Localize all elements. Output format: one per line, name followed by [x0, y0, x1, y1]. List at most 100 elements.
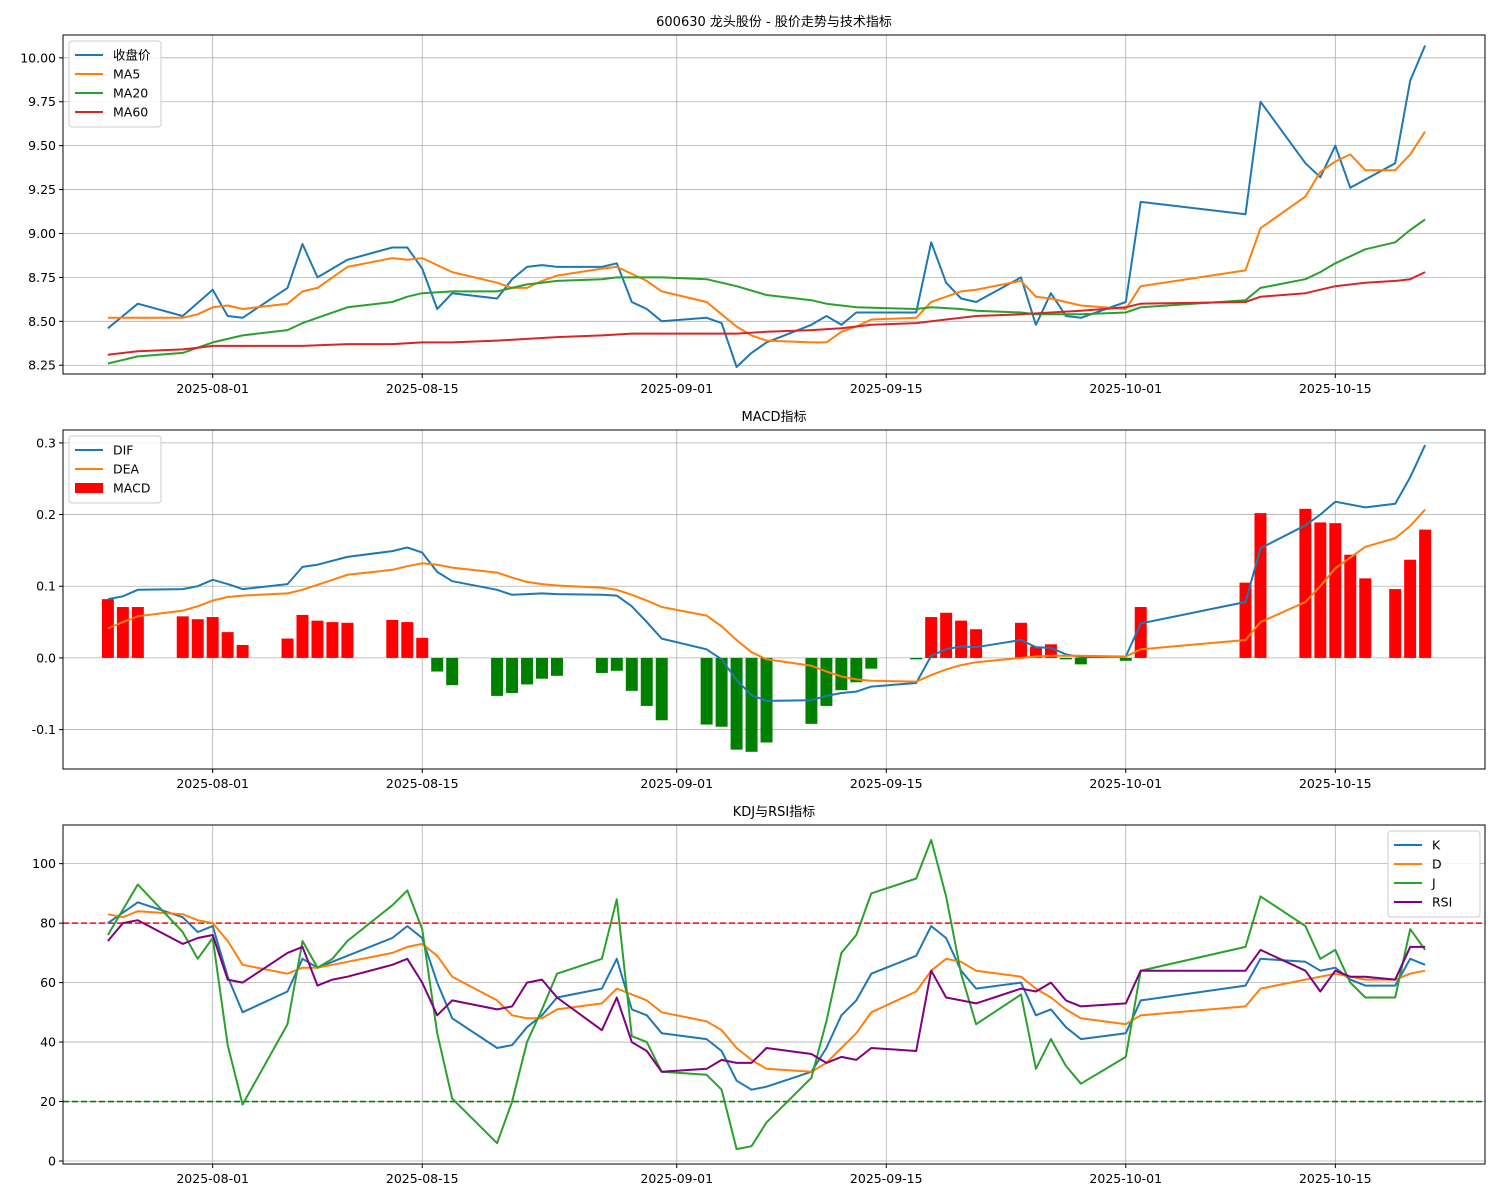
macd-bar [655, 657, 668, 721]
legend: KDJ RSI [1387, 830, 1481, 918]
x-axis: 2025-08-01 2025-08-15 2025-09-01 2025-09-15… [176, 769, 1372, 791]
macd-bar [1074, 657, 1087, 665]
grid-lines [63, 825, 1485, 1164]
macd-bar [491, 657, 504, 696]
legend-entry: 收盘价 [113, 48, 151, 63]
macd-bar [1404, 559, 1417, 658]
series-line-J [107, 838, 1426, 1151]
macd-bar [955, 620, 968, 658]
macd-bar [221, 632, 234, 658]
macd-bar [311, 620, 324, 658]
macd-bar [625, 657, 638, 691]
y-tick-label: 10.00 [20, 50, 56, 65]
y-axis: 0 20 40 60 80 100 [32, 856, 63, 1169]
y-tick-label: 9.75 [28, 94, 56, 109]
grid-lines [63, 35, 1485, 374]
legend-entry: MA20 [113, 86, 148, 101]
legend-entry: K [1432, 838, 1441, 853]
macd-bar [1044, 644, 1057, 658]
macd-bar [745, 657, 758, 752]
series-line-MA5 [107, 131, 1426, 344]
y-tick-label: 8.75 [28, 270, 56, 285]
y-tick-label: 0 [48, 1154, 56, 1169]
legend-entry: D [1432, 857, 1442, 872]
macd-bar [116, 607, 129, 658]
macd-bar [700, 657, 713, 725]
y-axis: -0.1 0.0 0.1 0.2 0.3 [32, 435, 63, 737]
x-tick-label: 2025-09-01 [640, 776, 713, 791]
macd-bar [176, 616, 189, 658]
macd-bar [1119, 657, 1132, 661]
legend-box [1387, 830, 1481, 918]
macd-bar [1239, 582, 1252, 658]
x-tick-label: 2025-08-01 [176, 1171, 249, 1186]
plot-frame [62, 34, 1486, 375]
x-tick-label: 2025-10-15 [1299, 776, 1372, 791]
y-tick-label: 9.25 [28, 182, 56, 197]
y-tick-label: 40 [40, 1035, 56, 1050]
x-tick-label: 2025-09-15 [850, 1171, 923, 1186]
y-tick-label: 80 [40, 916, 56, 931]
legend-entry: DEA [113, 462, 140, 477]
chart-title: KDJ与RSI指标 [733, 805, 816, 820]
y-tick-label: 8.50 [28, 314, 56, 329]
x-tick-label: 2025-10-15 [1299, 1171, 1372, 1186]
y-axis: 8.25 8.50 8.75 9.00 9.25 9.50 9.75 10.00 [20, 50, 63, 373]
series-line-D [107, 910, 1426, 1073]
legend: DIF DEA MACD [68, 435, 162, 504]
macd-bar [1299, 508, 1312, 658]
macd-bar [431, 657, 444, 672]
macd-bar [805, 657, 818, 724]
legend-entry: DIF [113, 443, 134, 458]
macd-bar [610, 657, 623, 671]
macd-bar [550, 657, 563, 676]
y-tick-label: 9.00 [28, 226, 56, 241]
macd-bar [446, 657, 459, 686]
y-tick-label: 0.3 [36, 435, 56, 450]
x-tick-label: 2025-09-01 [640, 1171, 713, 1186]
macd-bar [850, 657, 863, 683]
macd-bar [1329, 523, 1342, 658]
macd-bar [1359, 578, 1372, 658]
macd-bar [401, 622, 414, 658]
macd-bar [970, 629, 983, 658]
macd-bar [101, 599, 114, 658]
macd-bar [1029, 646, 1042, 658]
x-tick-label: 2025-10-15 [1299, 381, 1372, 396]
macd-bar [1254, 513, 1267, 658]
legend-entry: J [1431, 876, 1436, 891]
macd-bar [730, 657, 743, 750]
macd-bar [1134, 607, 1147, 658]
y-tick-label: 0.2 [36, 507, 56, 522]
series-line-DEA [107, 508, 1426, 683]
macd-bar [1419, 529, 1432, 658]
y-tick-label: 20 [40, 1094, 56, 1109]
legend: 收盘价 MA5 MA20 MA60 [68, 40, 162, 128]
macd-bar [865, 657, 878, 669]
macd-bar [1059, 657, 1072, 660]
macd-bar [940, 612, 953, 658]
macd-bar [416, 637, 429, 658]
macd-bar [640, 657, 653, 706]
macd-bar [820, 657, 833, 706]
x-tick-label: 2025-08-01 [176, 776, 249, 791]
x-axis: 2025-08-01 2025-08-15 2025-09-01 2025-09-15… [176, 374, 1372, 396]
x-tick-label: 2025-08-15 [386, 776, 459, 791]
macd-bar [236, 645, 249, 658]
y-tick-label: 100 [32, 856, 56, 871]
series-line-K [107, 901, 1426, 1091]
x-tick-label: 2025-09-15 [850, 776, 923, 791]
y-tick-label: 8.25 [28, 358, 56, 373]
plot-frame [62, 824, 1486, 1165]
x-tick-label: 2025-10-01 [1089, 381, 1162, 396]
macd-bar [131, 607, 144, 658]
y-tick-label: -0.1 [32, 722, 56, 737]
series-line-收盘价 [107, 45, 1427, 368]
macd-bar [386, 619, 399, 658]
macd-bar [835, 657, 848, 691]
x-tick-label: 2025-08-01 [176, 381, 249, 396]
macd-bar [910, 657, 923, 660]
macd-bar [1344, 554, 1357, 658]
